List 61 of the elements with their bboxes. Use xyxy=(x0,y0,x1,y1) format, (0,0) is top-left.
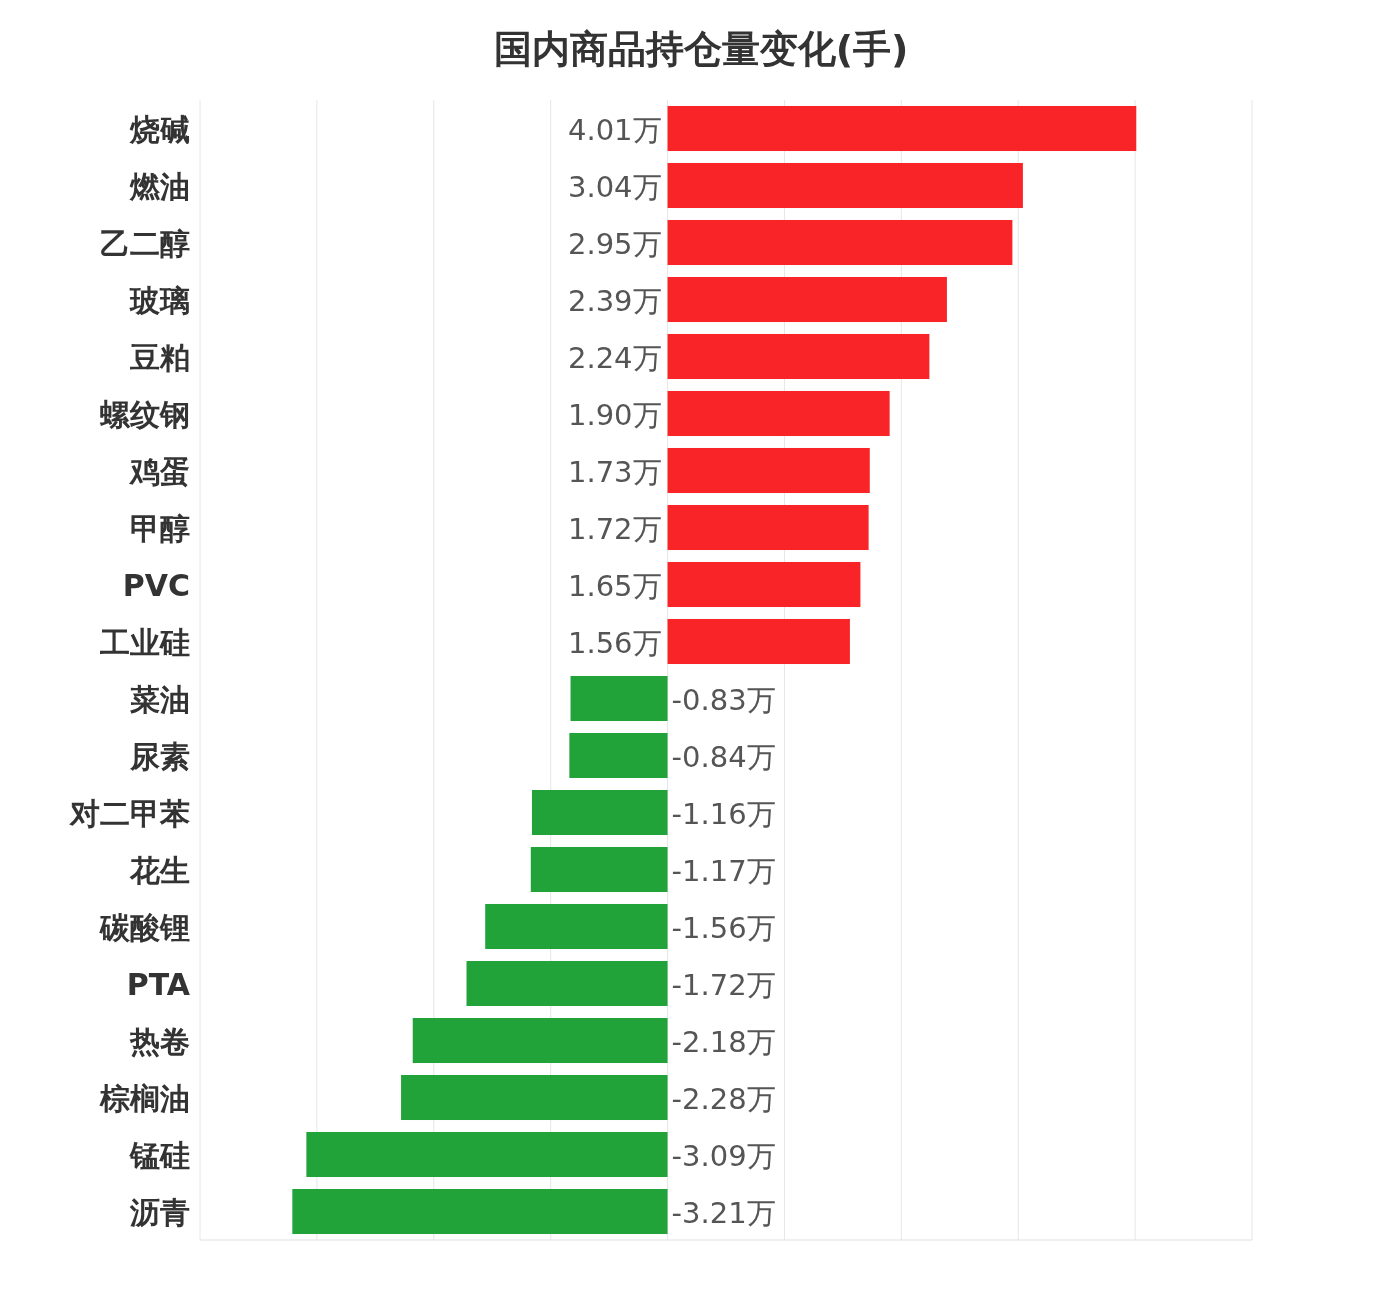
y-tick-label: 玻璃 xyxy=(129,282,190,318)
y-tick-label: 热卷 xyxy=(129,1023,190,1059)
data-label: -0.84万 xyxy=(671,739,776,774)
y-tick-label: 锰硅 xyxy=(129,1137,190,1173)
data-label: -1.17万 xyxy=(671,853,776,888)
data-label: 1.56万 xyxy=(567,625,662,660)
data-label: -2.28万 xyxy=(671,1081,776,1116)
bar xyxy=(667,276,947,323)
y-tick-label: 甲醇 xyxy=(130,510,190,546)
bar xyxy=(401,1074,668,1121)
y-tick-label: 花生 xyxy=(129,852,190,888)
y-tick-label: PVC xyxy=(122,567,190,603)
data-label: 1.90万 xyxy=(567,397,662,432)
y-tick-label: 烧碱 xyxy=(129,111,190,147)
y-tick-label: 碳酸锂 xyxy=(99,909,190,945)
y-tick-label: 沥青 xyxy=(129,1194,190,1230)
data-label: -0.83万 xyxy=(671,682,776,717)
chart-title: 国内商品持仓量变化(手) xyxy=(493,27,909,71)
y-tick-label: 螺纹钢 xyxy=(99,396,190,432)
y-tick-label: 乙二醇 xyxy=(100,225,190,261)
data-label: 1.73万 xyxy=(567,454,662,489)
bar xyxy=(485,903,668,950)
bar xyxy=(667,561,861,608)
y-tick-label: 尿素 xyxy=(129,738,190,774)
data-label: 4.01万 xyxy=(567,112,662,147)
bar xyxy=(292,1188,668,1235)
data-label: 1.65万 xyxy=(567,568,662,603)
y-tick-label: 鸡蛋 xyxy=(128,453,190,489)
y-tick-label: 工业硅 xyxy=(99,624,190,660)
bar xyxy=(570,675,668,722)
bar xyxy=(412,1017,668,1064)
bar xyxy=(667,333,930,380)
y-tick-label: 燃油 xyxy=(129,168,190,204)
bar xyxy=(667,504,869,551)
y-tick-label: 棕榈油 xyxy=(99,1080,190,1116)
data-label: 1.72万 xyxy=(567,511,662,546)
data-label: -1.16万 xyxy=(671,796,776,831)
data-label: -2.18万 xyxy=(671,1024,776,1059)
bar xyxy=(306,1131,668,1178)
bar xyxy=(667,390,890,437)
bar xyxy=(667,447,870,494)
data-label: -3.09万 xyxy=(671,1138,776,1173)
y-tick-label: PTA xyxy=(126,966,191,1002)
bar xyxy=(667,219,1013,266)
data-label: 3.04万 xyxy=(567,169,662,204)
bar xyxy=(531,789,668,836)
data-label: -3.21万 xyxy=(671,1195,776,1230)
data-label: -1.72万 xyxy=(671,967,776,1002)
bar xyxy=(466,960,668,1007)
bar xyxy=(530,846,668,893)
bar xyxy=(667,162,1023,209)
data-label: 2.95万 xyxy=(567,226,662,261)
data-label: 2.24万 xyxy=(567,340,662,375)
y-tick-label: 菜油 xyxy=(129,681,190,717)
bar xyxy=(667,618,850,665)
bar xyxy=(569,732,668,779)
data-label: 2.39万 xyxy=(567,283,662,318)
y-tick-label: 对二甲苯 xyxy=(69,795,190,831)
y-tick-label: 豆粕 xyxy=(129,339,190,375)
data-label: -1.56万 xyxy=(671,910,776,945)
bar xyxy=(667,105,1137,152)
